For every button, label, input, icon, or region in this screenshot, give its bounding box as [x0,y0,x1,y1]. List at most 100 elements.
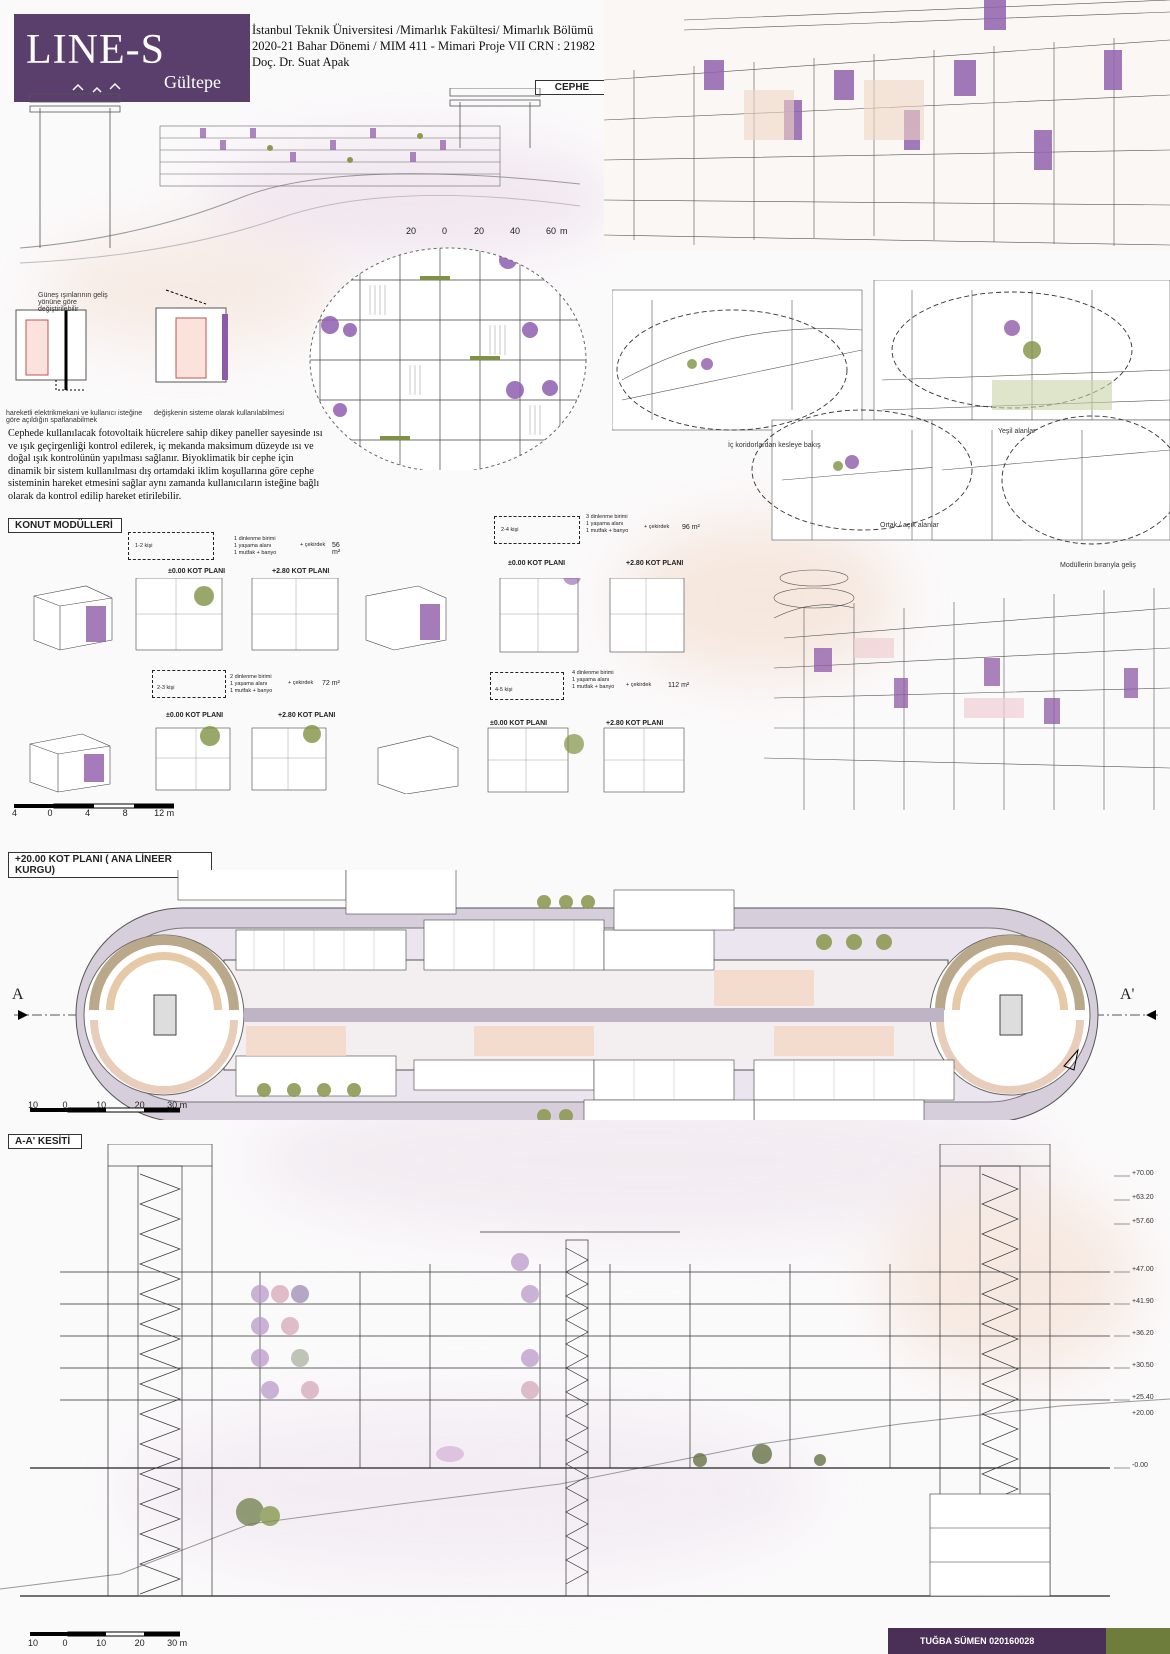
footer-accent [1106,1628,1170,1654]
module-2-desc: 3 dinlenme birimi 1 yaşama alanı 1 mutfa… [586,514,628,535]
facade-sketch-2 [155,289,228,383]
level-label: +20.00 [1132,1410,1154,1417]
module-4-desc-line: 4 dinlenme birimi [572,670,614,676]
module-3-desc-line: 1 yaşama alanı [230,681,268,687]
level-label: +63.20 [1132,1194,1154,1201]
scale-tick: 20 [406,226,417,236]
level-label: +70.00 [1132,1170,1154,1177]
module-1-desc-line: 1 yaşama alanı [234,543,272,549]
scale-tick: 0 [62,1100,68,1110]
module-3-info: 2-3 kişi 2 dinlenme birimi 1 yaşama alan… [152,666,372,706]
module-3-desc: 2 dinlenme birimi 1 yaşama alanı 1 mutfa… [230,674,272,695]
facade-note-2: hareketli elektrikmekani ve kullanıcı is… [6,410,143,424]
module-1-desc-line: 1 mutfak + banyo [234,550,277,556]
course-info: İstanbul Teknik Üniversitesi /Mimarlık F… [252,22,612,70]
module-3-people-box: 2-3 kişi [152,670,226,698]
module-1-people: 1-2 kişi [135,543,153,549]
scale-tick: 10 [28,1638,39,1648]
module-4-plan2-label: +2.80 KOT PLANI [606,720,664,727]
scale-tick: 40 [510,226,521,236]
scale-tick: 0 [47,808,53,818]
bird-icon [72,82,121,93]
scale-tick: 0 [442,226,448,236]
info-instructor: Doç. Dr. Suat Apak [252,55,350,69]
scale-tick: m [179,1638,188,1648]
scale-tick: 30 [167,1100,178,1110]
module-2-desc-line: 3 dinlenme birimi [586,514,628,520]
level-label: +41.90 [1132,1298,1154,1305]
module-scale-labels: 4 0 4 8 12 m [12,808,174,818]
project-subtitle: Gültepe [164,72,221,92]
section-scale-bar [30,1631,180,1637]
info-university: İstanbul Teknik Üniversitesi /Mimarlık F… [252,23,594,37]
section-cephe: CEPHE [535,80,609,95]
scale-tick: 10 [28,1100,39,1110]
module-3-desc-line: 1 mutfak + banyo [230,688,273,694]
module-4-desc-line: 1 yaşama alanı [572,677,610,683]
level-label: +25.40 [1132,1394,1154,1401]
module-1-people-box: 1-2 kişi [128,532,214,560]
scale-tick: 4 [12,808,18,818]
module-1-info: 1-2 kişi 1 dinlenme birimi 1 yaşama alan… [128,528,348,568]
module-2-plan1-label: ±0.00 KOT PLANI [508,560,566,567]
title-block: LINE-S Gültepe [14,14,250,102]
section-plan: +20.00 KOT PLANI ( ANA LİNEER KURGU) [8,852,212,878]
perspective-vignettes [612,280,1170,545]
facade-perspective [604,0,1170,250]
module-2-people-box: 2-4 kişi [494,516,580,544]
section-kesit: A-A' KESİTİ [8,1134,82,1149]
level-label: +30.50 [1132,1362,1154,1369]
module-3-plan1-label: ±0.00 KOT PLANI [166,712,224,719]
facade-elevation [20,88,580,264]
vignette-label-1: İç koridorlardan kesleye bakış [728,442,821,449]
module-2-plan2-label: +2.80 KOT PLANI [626,560,684,567]
scale-tick: 20 [474,226,485,236]
author-footer: TUĞBA SÜMEN 020160028 [888,1628,1170,1654]
module-4-people: 4-5 kişi [495,687,513,693]
module-2-desc-line: 1 yaşama alanı [586,521,624,527]
module-3-people: 2-3 kişi [157,685,175,691]
facade-note-3: değişkenin sisteme olarak kullanılabilme… [154,410,284,417]
module-2-desc-line: 1 mutfak + banyo [586,528,629,534]
module-drawings-row2 [29,725,685,794]
module-3-area: 72 m² [322,680,340,687]
level-label: +47.00 [1132,1266,1154,1273]
section-scale-labels: 10 0 10 20 30 m [28,1638,187,1648]
info-course: 2020-21 Bahar Dönemi / MIM 411 - Mimari … [252,39,596,53]
plan-scale-labels: 10 0 10 20 30 m [28,1100,187,1110]
scale-tick: 10 [96,1638,107,1648]
module-4-desc-line: 1 mutfak + banyo [572,684,615,690]
module-1-desc: 1 dinlenme birimi 1 yaşama alanı 1 mutfa… [234,536,276,557]
module-scale-bar [14,803,174,809]
building-perspective [763,569,1170,810]
plan-scale-bar [30,1107,180,1113]
scale-tick: 60 [546,226,557,236]
module-1-plan1-label: ±0.00 KOT PLANI [168,568,226,575]
scale-tick: 0 [62,1638,68,1648]
level-label: +57.60 [1132,1218,1154,1225]
project-title: LINE-S [26,27,165,73]
level-label: +36.20 [1132,1330,1154,1337]
module-2-area: 96 m² [682,524,700,531]
scale-tick: 4 [85,808,91,818]
module-4-desc: 4 dinlenme birimi 1 yaşama alanı 1 mutfa… [572,670,614,691]
module-4-people-box: 4-5 kişi [490,672,564,700]
section-drawing [0,1144,1170,1597]
module-1-area: 56 m² [332,542,341,556]
module-4-plan1-label: ±0.00 KOT PLANI [490,720,548,727]
vignette-label-2: Yeşil alanlar [998,428,1036,435]
module-2-info: 2-4 kişi 3 dinlenme birimi 1 yaşama alan… [494,512,714,552]
floor-plan [14,870,1160,1120]
facade-sketch-1 [15,309,87,391]
axis-label-left: A [12,986,24,1003]
module-1-extra: + çekirdek [300,542,326,548]
level-label: -0.00 [1132,1462,1148,1469]
scale-tick: m [166,808,175,818]
scale-tick: 20 [134,1638,145,1648]
module-4-area: 112 m² [668,682,690,689]
facade-note-1: Güneş ışınlarının geliş yönüne göre deği… [38,292,108,313]
axis-label-right: A' [1120,986,1135,1003]
vignette-label-4: Modüllerin bırarıyla geliş [1060,562,1136,569]
module-2-extra: + çekirdek [644,524,670,530]
module-4-info: 4-5 kişi 4 dinlenme birimi 1 yaşama alan… [490,666,710,706]
